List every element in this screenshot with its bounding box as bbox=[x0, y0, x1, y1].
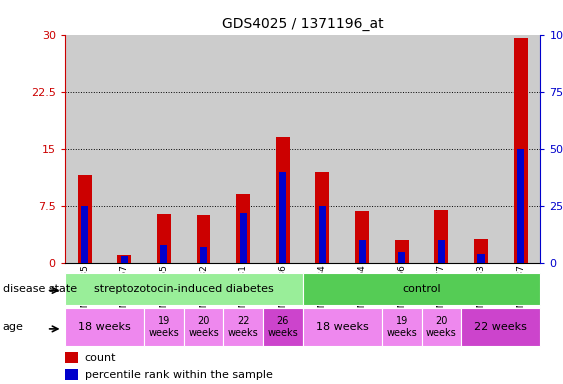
Bar bbox=[474, 239, 488, 263]
Bar bbox=[398, 252, 405, 263]
Bar bbox=[117, 255, 131, 263]
Bar bbox=[303, 273, 540, 305]
Text: 22
weeks: 22 weeks bbox=[228, 316, 258, 338]
Bar bbox=[303, 308, 382, 346]
Bar bbox=[65, 352, 78, 364]
Bar bbox=[160, 245, 167, 263]
Bar bbox=[184, 308, 224, 346]
Text: 26
weeks: 26 weeks bbox=[267, 316, 298, 338]
Bar bbox=[359, 240, 365, 263]
Bar bbox=[78, 175, 92, 263]
Bar bbox=[315, 172, 329, 263]
Bar bbox=[501, 35, 540, 263]
Bar bbox=[263, 308, 303, 346]
Bar bbox=[196, 215, 211, 263]
Bar bbox=[224, 35, 263, 263]
Bar bbox=[382, 35, 422, 263]
Bar bbox=[319, 206, 326, 263]
Text: 19
weeks: 19 weeks bbox=[386, 316, 417, 338]
Bar bbox=[276, 137, 290, 263]
Bar bbox=[438, 240, 445, 263]
Text: 20
weeks: 20 weeks bbox=[426, 316, 457, 338]
Bar bbox=[435, 210, 448, 263]
Bar bbox=[355, 211, 369, 263]
Bar bbox=[157, 214, 171, 263]
Bar bbox=[65, 35, 104, 263]
Text: 18 weeks: 18 weeks bbox=[78, 322, 131, 332]
Bar bbox=[422, 308, 461, 346]
Bar bbox=[279, 172, 287, 263]
Text: 19
weeks: 19 weeks bbox=[149, 316, 179, 338]
Bar bbox=[144, 308, 184, 346]
Bar bbox=[461, 35, 501, 263]
Bar bbox=[513, 38, 528, 263]
Bar bbox=[65, 369, 78, 381]
Bar bbox=[104, 35, 144, 263]
Bar bbox=[422, 35, 461, 263]
Bar bbox=[342, 35, 382, 263]
Bar bbox=[461, 308, 540, 346]
Text: 18 weeks: 18 weeks bbox=[316, 322, 369, 332]
Text: 20
weeks: 20 weeks bbox=[188, 316, 219, 338]
Bar bbox=[382, 308, 422, 346]
Bar bbox=[224, 308, 263, 346]
Bar bbox=[477, 254, 485, 263]
Text: disease state: disease state bbox=[3, 284, 77, 294]
Title: GDS4025 / 1371196_at: GDS4025 / 1371196_at bbox=[222, 17, 383, 31]
Text: age: age bbox=[3, 322, 24, 332]
Text: count: count bbox=[84, 353, 116, 363]
Text: streptozotocin-induced diabetes: streptozotocin-induced diabetes bbox=[94, 284, 274, 294]
Bar bbox=[395, 240, 409, 263]
Bar bbox=[81, 206, 88, 263]
Bar bbox=[240, 213, 247, 263]
Bar bbox=[65, 308, 144, 346]
Bar bbox=[236, 195, 250, 263]
Bar bbox=[263, 35, 303, 263]
Text: 22 weeks: 22 weeks bbox=[475, 322, 528, 332]
Text: control: control bbox=[402, 284, 441, 294]
Bar bbox=[303, 35, 342, 263]
Text: percentile rank within the sample: percentile rank within the sample bbox=[84, 370, 272, 380]
Bar bbox=[120, 256, 128, 263]
Bar bbox=[65, 273, 303, 305]
Bar bbox=[200, 247, 207, 263]
Bar bbox=[144, 35, 184, 263]
Bar bbox=[184, 35, 224, 263]
Bar bbox=[517, 149, 524, 263]
